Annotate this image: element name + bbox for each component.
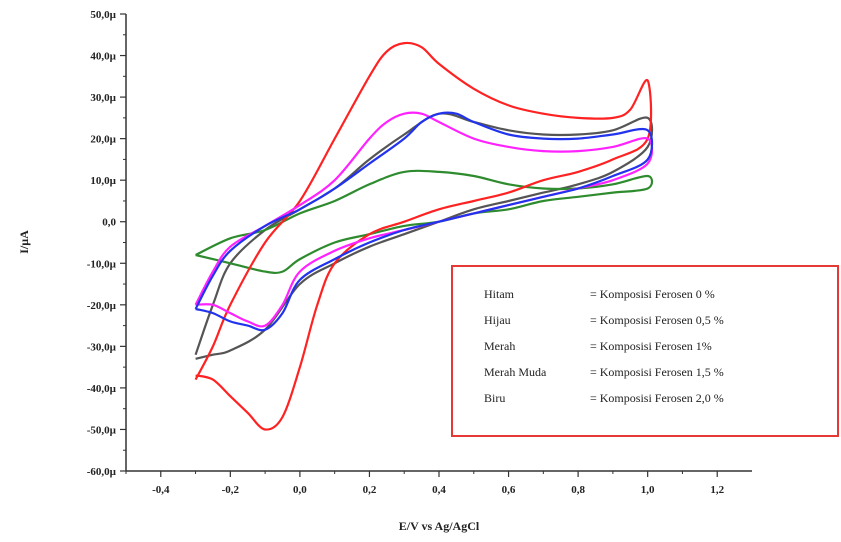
- legend-entry-name: Merah Muda: [484, 365, 547, 379]
- x-axis-title: E/V vs Ag/AgCl: [399, 519, 480, 533]
- y-tick-label: -30,0µ: [87, 341, 117, 353]
- y-tick-label: 10,0µ: [90, 175, 116, 187]
- y-tick-label: -10,0µ: [87, 258, 117, 270]
- legend-entry-desc: = Komposisi Ferosen 1,5 %: [590, 365, 724, 379]
- y-tick-label: -40,0µ: [87, 383, 117, 395]
- x-tick-label: -0,4: [152, 484, 170, 496]
- y-tick-label: 40,0µ: [90, 51, 116, 63]
- series-line-5: [194, 111, 654, 332]
- legend-entry-desc: = Komposisi Ferosen 0 %: [590, 287, 715, 301]
- y-tick-label: 0,0: [102, 217, 116, 229]
- x-tick-label: 0,4: [432, 484, 446, 496]
- x-tick-label: 0,2: [363, 484, 377, 496]
- legend-box: [451, 265, 839, 437]
- y-tick-label: 30,0µ: [90, 92, 116, 104]
- tick-layer: 50,0µ 40,0µ 30,0µ 20,0µ 10,0µ 0,0 -10,0µ -20,0µ…: [87, 9, 725, 496]
- y-tick-label: -50,0µ: [87, 424, 117, 436]
- x-tick-label: 0,8: [571, 484, 585, 496]
- x-tick-label: 1,0: [641, 484, 655, 496]
- y-axis-title: I/µA: [17, 230, 31, 254]
- series-line-3: [194, 41, 653, 431]
- series-line-2: [195, 169, 654, 275]
- x-tick-label: -0,2: [222, 484, 240, 496]
- series-layer: [194, 41, 654, 431]
- legend-entry-name: Hitam: [484, 287, 515, 301]
- x-tick-label: 0,0: [293, 484, 307, 496]
- y-tick-label: 20,0µ: [90, 134, 116, 146]
- x-tick-label: 1,2: [710, 484, 724, 496]
- legend-entry-desc: = Komposisi Ferosen 0,5 %: [590, 313, 724, 327]
- legend-entry-name: Merah: [484, 339, 515, 353]
- legend-entry-name: Biru: [484, 391, 505, 405]
- legend-entry-name: Hijau: [484, 313, 511, 327]
- y-tick-label: -60,0µ: [87, 466, 117, 478]
- x-tick-label: 0,6: [502, 484, 516, 496]
- y-tick-label: -20,0µ: [87, 300, 117, 312]
- y-tick-label: 50,0µ: [90, 9, 116, 21]
- legend-entry-desc: = Komposisi Ferosen 2,0 %: [590, 391, 724, 405]
- legend: Hitam = Komposisi Ferosen 0 % Hijau = Kompo…: [451, 265, 839, 437]
- legend-entry-desc: = Komposisi Ferosen 1%: [590, 339, 712, 353]
